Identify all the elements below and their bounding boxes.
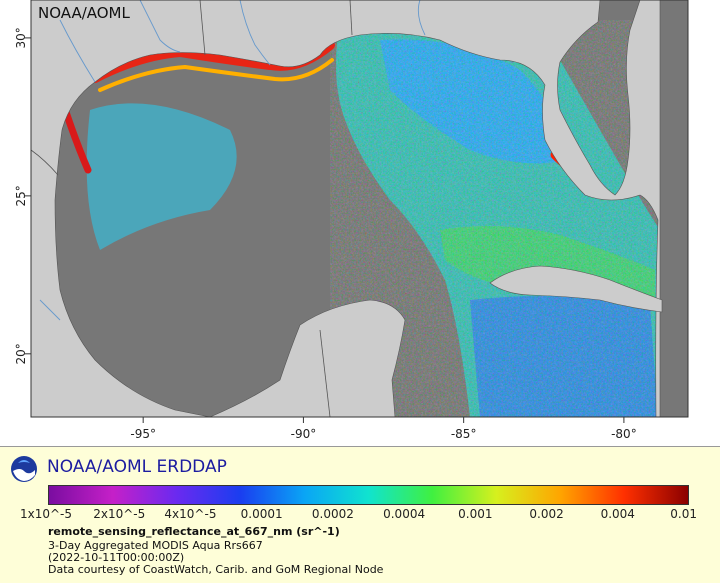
colorbar-tick-label: 0.001: [458, 507, 493, 521]
dataset-title: 3-Day Aggregated MODIS Aqua Rrs667: [48, 539, 263, 552]
yucatan-border: [319, 329, 331, 417]
colorbar-tick-label: 0.004: [600, 507, 635, 521]
colorbar: [48, 485, 689, 505]
colorbar-tick-label: 0.0002: [311, 507, 354, 521]
plot-border: [30, 0, 689, 418]
map-plot: [31, 0, 688, 417]
river: [417, 0, 426, 36]
colorbar-tick-label: 4x10^-5: [164, 507, 217, 521]
reflectance-data-layer: [58, 19, 660, 417]
colorbar-tick-label: 0.002: [529, 507, 564, 521]
colorbar-tick-label: 0.01: [670, 507, 698, 521]
data-credit: Data courtesy of CoastWatch, Carib. and …: [48, 563, 384, 576]
colorbar-tick-label: 0.0004: [383, 507, 426, 521]
yucatan-land: [209, 299, 406, 417]
cuba-land: [489, 265, 663, 313]
river: [239, 0, 271, 66]
colorbar-tick-label: 0.0001: [240, 507, 283, 521]
western-scatter: [86, 103, 237, 250]
legend-title: NOAA/AOML ERDDAP: [47, 457, 227, 477]
noaa-logo-icon: [11, 456, 37, 482]
x-tick-label: -80°: [611, 427, 637, 441]
x-tick-label: -95°: [130, 427, 156, 441]
land-layer: [31, 0, 663, 417]
north-america-land: [31, 0, 661, 417]
map-frame: NOAA/AOML -95° -90° -85° -80° 30° 25° 20°: [14, 0, 689, 441]
state-border: [199, 0, 206, 56]
x-tick-label: -85°: [451, 427, 477, 441]
louisiana-coast-inner: [98, 58, 334, 92]
watermark-text: NOAA/AOML: [38, 4, 131, 22]
colorbar-tick-label: 2x10^-5: [93, 507, 146, 521]
y-axis: 30° 25° 20°: [14, 27, 31, 364]
dataset-time: (2022-10-11T00:00:00Z): [48, 551, 185, 564]
y-tick-label: 20°: [14, 343, 28, 364]
y-tick-label: 25°: [14, 185, 28, 206]
borders-layer: [31, 0, 353, 417]
river: [39, 299, 61, 321]
rivers-layer: [39, 0, 426, 321]
x-tick-label: -90°: [291, 427, 317, 441]
variable-name: remote_sensing_reflectance_at_667_nm (sr…: [48, 525, 340, 538]
state-border: [349, 0, 353, 36]
river: [59, 19, 96, 83]
us-mexico-border: [31, 149, 59, 176]
legend-panel: NOAA/AOML ERDDAP 1x10^-5 2x10^-5 4x10^-5 0.…: [0, 446, 720, 583]
y-tick-label: 30°: [14, 27, 28, 48]
colorbar-tick-label: 1x10^-5: [20, 507, 73, 521]
x-axis: -95° -90° -85° -80°: [130, 417, 637, 441]
river: [139, 0, 181, 53]
